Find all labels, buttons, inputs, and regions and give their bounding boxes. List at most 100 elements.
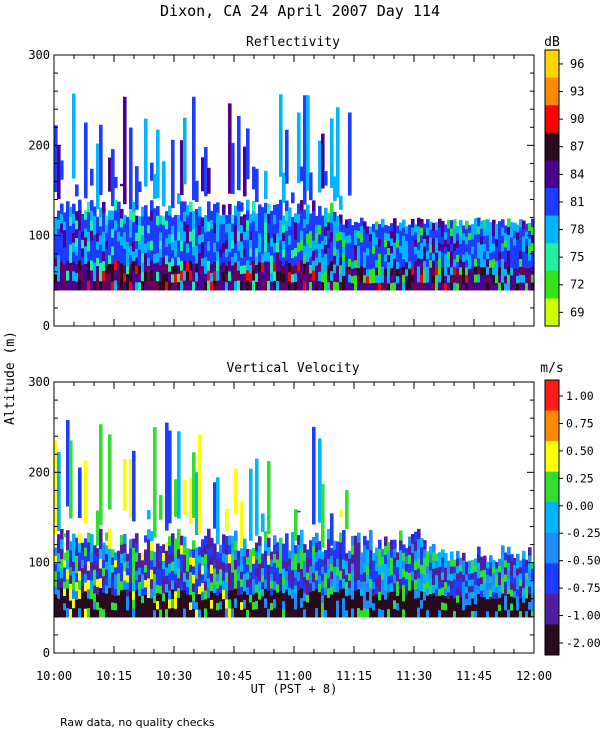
heatmap-cell: [378, 556, 382, 567]
heatmap-cell: [501, 234, 505, 244]
heatmap-cell: [366, 565, 370, 575]
heatmap-cell: [207, 270, 211, 281]
heatmap-cell: [516, 268, 520, 276]
heatmap-cell: [216, 270, 220, 281]
colorbar-swatch: [545, 624, 559, 656]
heatmap-cell: [525, 591, 529, 599]
heatmap-cell: [450, 227, 454, 237]
heatmap-cell: [81, 281, 85, 291]
heatmap-cell: [126, 265, 130, 275]
heatmap-cell: [456, 225, 460, 234]
heatmap-cell: [330, 547, 334, 557]
heatmap-cell: [123, 256, 127, 266]
heatmap-cell: [294, 213, 298, 223]
heatmap-cell: [228, 280, 232, 291]
heatmap-cell: [177, 273, 181, 283]
heatmap-cell: [396, 573, 400, 582]
heatmap-cell: [69, 280, 73, 291]
heatmap-cell: [267, 280, 271, 291]
heatmap-cell: [516, 282, 520, 291]
heatmap-cell: [78, 607, 82, 618]
heatmap-plume: [297, 510, 301, 513]
heatmap-cell: [123, 543, 127, 553]
heatmap-cell: [495, 561, 499, 569]
heatmap-cell: [360, 609, 364, 618]
heatmap-cell: [453, 610, 457, 618]
heatmap-cell: [390, 608, 394, 618]
heatmap-cell: [459, 583, 463, 592]
heatmap-cell: [210, 237, 214, 247]
heatmap-cell: [294, 577, 298, 586]
heatmap-cell: [93, 243, 97, 254]
heatmap-cell: [237, 210, 241, 222]
heatmap-cell: [93, 271, 97, 282]
heatmap-cell: [306, 204, 310, 215]
heatmap-cell: [204, 231, 208, 241]
heatmap-cell: [105, 600, 109, 610]
heatmap-cell: [105, 256, 109, 266]
heatmap-cell: [141, 588, 145, 597]
heatmap-cell: [210, 219, 214, 230]
heatmap-cell: [303, 218, 307, 228]
heatmap-cell: [57, 254, 61, 265]
heatmap-cell: [135, 232, 139, 242]
heatmap-plume: [57, 451, 61, 532]
heatmap-cell: [408, 268, 412, 276]
heatmap-cell: [486, 250, 490, 260]
heatmap-cell: [291, 257, 295, 267]
heatmap-cell: [57, 570, 61, 581]
heatmap-cell: [354, 274, 358, 283]
heatmap-cell: [381, 274, 385, 283]
heatmap-cell: [489, 267, 493, 276]
heatmap-cell: [447, 604, 451, 612]
heatmap-cell: [153, 280, 157, 291]
heatmap-cell: [147, 273, 151, 283]
heatmap-cell: [336, 541, 340, 551]
heatmap-cell: [87, 551, 91, 562]
heatmap-cell: [183, 599, 187, 609]
heatmap-cell: [90, 279, 94, 291]
heatmap-cell: [87, 579, 91, 590]
heatmap-cell: [477, 601, 481, 610]
heatmap-cell: [363, 544, 367, 555]
heatmap-cell: [468, 239, 472, 248]
heatmap-cell: [411, 226, 415, 236]
heatmap-cell: [72, 232, 76, 243]
heatmap-cell: [243, 556, 247, 566]
heatmap-cell: [114, 199, 118, 211]
heatmap-cell: [318, 583, 322, 593]
heatmap-cell: [324, 601, 328, 611]
heatmap-cell: [267, 572, 271, 583]
heatmap-cell: [237, 587, 241, 596]
heatmap-cell: [450, 220, 454, 229]
heatmap-cell: [390, 275, 394, 284]
heatmap-cell: [360, 566, 364, 575]
heatmap-cell: [108, 587, 112, 598]
heatmap-cell: [54, 281, 58, 291]
heatmap-cell: [93, 600, 97, 610]
heatmap-cell: [234, 205, 238, 216]
heatmap-cell: [477, 577, 481, 587]
heatmap-cell: [147, 568, 151, 579]
heatmap-cell: [336, 600, 340, 610]
heatmap-plume: [246, 128, 250, 180]
heatmap-cell: [495, 245, 499, 254]
heatmap-cell: [339, 222, 343, 232]
heatmap-cell: [330, 570, 334, 580]
heatmap-cell: [114, 609, 118, 618]
heatmap-cell: [288, 587, 292, 596]
heatmap-cell: [516, 574, 520, 583]
heatmap-cell: [300, 607, 304, 618]
heatmap-cell: [318, 280, 322, 291]
heatmap-cell: [345, 567, 349, 576]
heatmap-cell: [300, 539, 304, 550]
heatmap-cell: [501, 242, 505, 252]
heatmap-cell: [501, 577, 505, 586]
heatmap-cell: [435, 553, 439, 562]
colorbar-label: 81: [570, 195, 584, 209]
heatmap-cell: [156, 576, 160, 585]
heatmap-cell: [522, 274, 526, 283]
heatmap-cell: [144, 601, 148, 610]
heatmap-cell: [144, 556, 148, 566]
heatmap-cell: [162, 232, 166, 242]
